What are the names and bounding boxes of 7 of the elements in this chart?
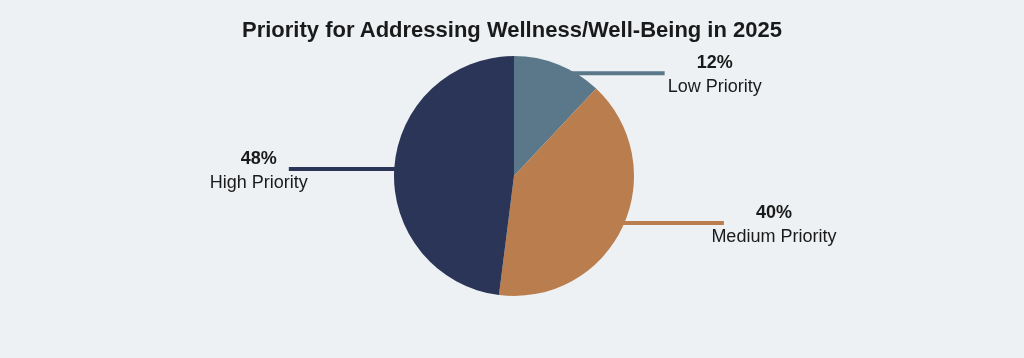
data-label: 48% xyxy=(240,148,277,169)
slice-label: Low Priority xyxy=(667,76,762,97)
slice-label: High Priority xyxy=(209,172,308,193)
data-label: 40% xyxy=(755,202,792,223)
slice-label: Medium Priority xyxy=(711,226,837,247)
data-label: 12% xyxy=(696,52,733,73)
chart-title: Priority for Addressing Wellness/Well-Being in 2025 xyxy=(242,17,782,42)
